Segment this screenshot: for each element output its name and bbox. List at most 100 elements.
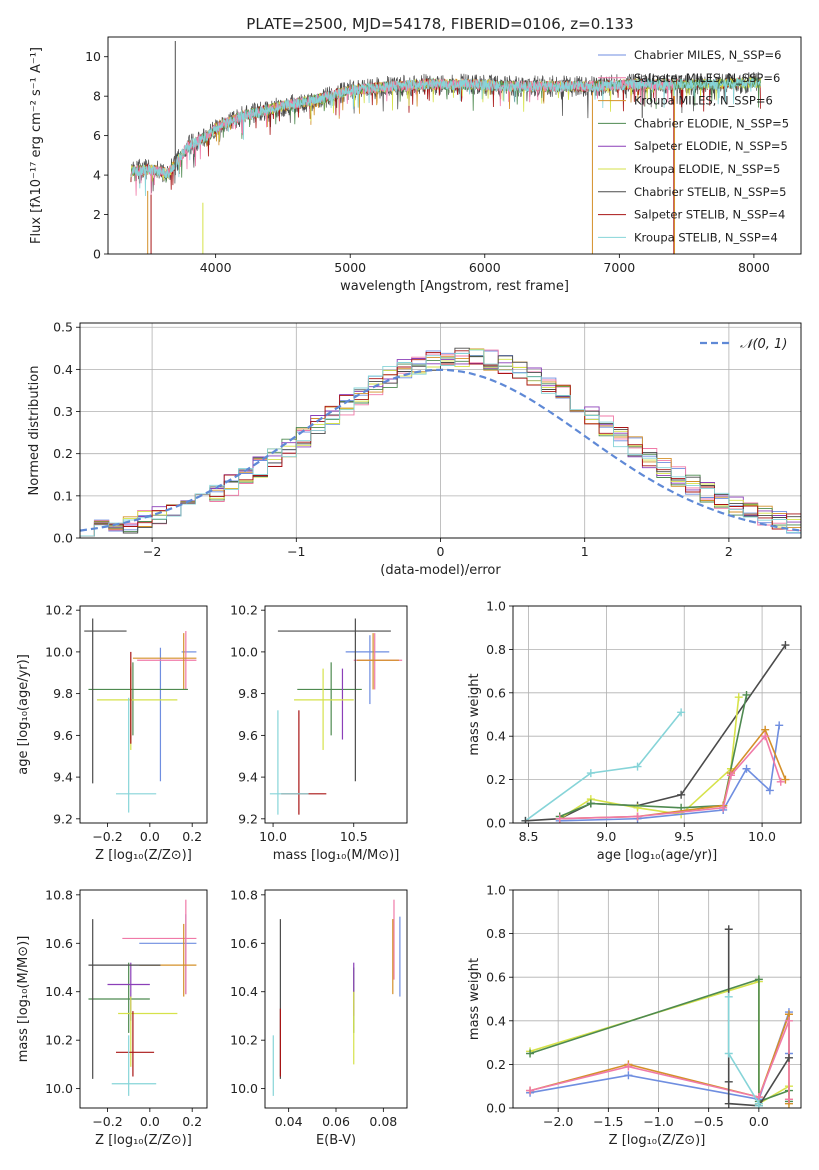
- spectrum-plot: [130, 40, 761, 254]
- y-tick-label: 0.3: [53, 404, 73, 419]
- y-tick-label: 8: [93, 89, 101, 104]
- axes-frame: [79, 889, 208, 1109]
- x-tick-label: −0.5: [693, 1114, 723, 1129]
- weight-marker: [761, 732, 770, 741]
- legend-label: 𝒩(0, 1): [740, 337, 787, 352]
- weight_vs_Z-panel: −2.0 −1.5 −1.0 −0.5 0.0 0.0 0.2 0.4 0.6 0.8 1.0 Z […: [467, 883, 802, 1148]
- weight-marker: [734, 693, 743, 702]
- y-axis-label: Normed distribution: [27, 366, 42, 496]
- weight_vs_age-axes: 8.5 9.0 9.5 10.0 0.0 0.2 0.4 0.6 0.8 1.0 age [log₁…: [467, 599, 802, 863]
- y-tick-label: 9.2: [238, 811, 258, 826]
- x-axis-label: age [log₁₀(age/yr)]: [597, 848, 718, 863]
- legend-label: Chabrier STELIB, N_SSP=5: [634, 185, 786, 199]
- weight-line: [727, 996, 760, 1106]
- x-tick-label: 9.5: [674, 829, 694, 844]
- weight-marker: [775, 721, 784, 730]
- weight-line: [529, 1020, 790, 1100]
- age_vs_Z-axes: −0.2 0.0 0.2 9.2 9.4 9.6 9.8 10.0 10.2 Z [log₁₀(Z…: [16, 603, 208, 863]
- y-tick-label: 0.5: [53, 320, 73, 335]
- x-tick-label: 0.0: [749, 1114, 769, 1129]
- y-axis-label: mass weight: [467, 673, 482, 755]
- x-tick-label: −1: [287, 544, 305, 559]
- weight-marker: [586, 769, 595, 778]
- spectrum-line: [130, 78, 674, 197]
- weight-line: [559, 697, 740, 820]
- mass_vs_Z-axes: −0.2 0.0 0.2 10.0 10.2 10.4 10.6 10.8 Z [log₁₀(Z…: [16, 887, 208, 1148]
- weight-marker: [633, 812, 642, 821]
- y-tick-label: 9.8: [53, 686, 73, 701]
- y-tick-label: 0.4: [486, 1013, 506, 1028]
- y-tick-label: 10.4: [45, 984, 73, 999]
- legend-label: Salpeter ELODIE, N_SSP=5: [634, 139, 788, 153]
- y-tick-label: 1.0: [486, 599, 506, 614]
- weight_vs_Z-plot: [526, 925, 793, 1108]
- x-tick-label: 10.0: [748, 829, 776, 844]
- x-tick-label: 0.08: [369, 1114, 397, 1129]
- weight-marker: [726, 771, 735, 780]
- x-tick-label: 9.0: [596, 829, 616, 844]
- figure-title: PLATE=2500, MJD=54178, FIBERID=0106, z=0…: [246, 15, 633, 33]
- x-tick-label: 0.2: [182, 1114, 202, 1129]
- x-axis-label: mass [log₁₀(M/M⊙)]: [273, 848, 400, 863]
- age_vs_mass-axes: 10.0 10.5 9.2 9.4 9.6 9.8 10.0 10.2 mass [log₁₀(…: [230, 603, 408, 863]
- x-tick-label: 8.5: [519, 829, 539, 844]
- x-tick-label: −1.5: [593, 1114, 623, 1129]
- y-tick-label: 6: [93, 128, 101, 143]
- weight-marker: [765, 786, 774, 795]
- spectrum-axes: 4000 5000 6000 7000 8000 0 2 4 6 8 10 wavelength [A…: [29, 36, 802, 294]
- y-tick-label: 10.0: [230, 644, 258, 659]
- y-axis-label: Flux [fλ10⁻¹⁷ erg cm⁻² s⁻¹ A⁻¹]: [29, 47, 44, 244]
- x-tick-label: 0.0: [140, 829, 160, 844]
- age_vs_Z-plot: [84, 618, 197, 813]
- axes-frame: [512, 889, 802, 1109]
- y-tick-label: 0.0: [486, 816, 506, 831]
- weight-line: [559, 725, 780, 822]
- x-tick-label: 0.0: [140, 1114, 160, 1129]
- y-tick-label: 9.4: [53, 770, 73, 785]
- legend-label: Kroupa MILES, N_SSP=6: [634, 94, 773, 108]
- weight-line: [529, 1011, 790, 1101]
- mass_vs_ebv-axes: 0.04 0.06 0.08 10.0 10.2 10.4 10.6 10.8 E(B-V): [230, 887, 408, 1148]
- y-tick-label: 10.2: [230, 603, 258, 618]
- y-tick-label: 1.0: [486, 883, 506, 898]
- y-axis-label: age [log₁₀(age/yr)]: [16, 654, 31, 775]
- weight-marker: [754, 975, 763, 984]
- y-tick-label: 0.8: [486, 926, 506, 941]
- y-tick-label: 0.4: [486, 729, 506, 744]
- weight-marker: [724, 1099, 733, 1108]
- y-tick-label: 10.0: [45, 644, 73, 659]
- y-tick-label: 10.6: [230, 936, 258, 951]
- x-tick-label: 0.2: [182, 829, 202, 844]
- x-tick-label: 1: [581, 544, 589, 559]
- x-axis-label: wavelength [Angstrom, rest frame]: [340, 279, 569, 294]
- x-axis-label: (data-model)/error: [380, 563, 501, 578]
- y-tick-label: 10.8: [45, 887, 73, 902]
- y-tick-label: 0.1: [53, 488, 73, 503]
- y-tick-label: 10.2: [45, 603, 73, 618]
- y-tick-label: 9.8: [238, 686, 258, 701]
- weight-marker: [555, 814, 564, 823]
- y-tick-label: 2: [93, 207, 101, 222]
- y-tick-label: 10.8: [230, 887, 258, 902]
- spectrum-line: [130, 77, 761, 197]
- mass_vs_ebv-plot: [272, 899, 401, 1096]
- weight_vs_age-grid: [513, 605, 801, 824]
- axes-frame: [107, 36, 802, 255]
- x-tick-label: 0.04: [275, 1114, 303, 1129]
- weight-marker: [677, 790, 686, 799]
- weight-line: [525, 644, 787, 822]
- weight-marker: [754, 1101, 763, 1108]
- weight_vs_age-plot: [521, 641, 790, 823]
- weight-marker: [526, 1049, 535, 1058]
- spectrum-panel: 4000 5000 6000 7000 8000 0 2 4 6 8 10 wavelength [A…: [29, 36, 802, 294]
- weight-marker: [724, 1077, 733, 1086]
- legend-label: Chabrier MILES, N_SSP=6: [634, 48, 781, 62]
- axes-frame: [512, 605, 802, 824]
- x-tick-label: 6000: [469, 260, 501, 275]
- legend-label: Salpeter MILES, N_SSP=6: [634, 71, 780, 85]
- residuals-panel: −2 −1 0 1 2 0.0 0.1 0.2 0.3 0.4 0.5 (data-model)/er…: [27, 320, 802, 578]
- histogram-step: [80, 349, 801, 538]
- mass_vs_ebv-panel: 0.04 0.06 0.08 10.0 10.2 10.4 10.6 10.8 E(B-V): [230, 887, 408, 1148]
- weight-marker: [586, 799, 595, 808]
